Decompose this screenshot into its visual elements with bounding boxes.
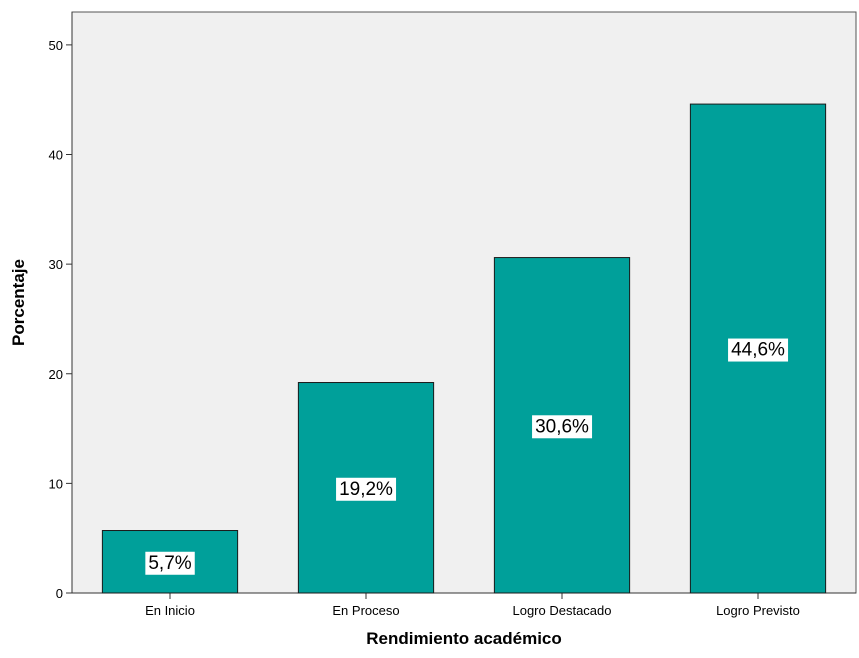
x-tick-label: En Inicio xyxy=(145,603,195,618)
x-tick-label: Logro Previsto xyxy=(716,603,800,618)
data-label-box xyxy=(336,477,397,501)
y-tick-label: 30 xyxy=(49,257,63,272)
x-axis: En Inicio En Proceso Logro Destacado Logro … xyxy=(72,592,856,618)
data-label-group: 44,6% xyxy=(728,338,789,362)
y-axis-title: Porcentaje xyxy=(9,259,28,346)
y-axis: 0 10 20 30 40 50 xyxy=(49,12,73,601)
data-labels: 5,7% 19,2% 30,6% 44,6% xyxy=(145,338,789,575)
data-label: 19,2% xyxy=(339,479,393,500)
x-axis-title: Rendimiento académico xyxy=(366,629,562,648)
data-label: 44,6% xyxy=(731,340,785,361)
bar xyxy=(297,382,435,594)
data-label-group: 30,6% xyxy=(532,415,593,439)
y-tick-label: 20 xyxy=(49,367,63,382)
data-label: 5,7% xyxy=(148,553,191,574)
data-label-box xyxy=(532,415,593,439)
data-label-box xyxy=(728,338,789,362)
y-tick-label: 10 xyxy=(49,476,63,491)
data-label-group: 19,2% xyxy=(336,477,397,501)
data-label-box xyxy=(145,551,195,575)
y-tick-label: 50 xyxy=(49,38,63,53)
data-label-group: 5,7% xyxy=(145,551,195,575)
y-tick-label: 0 xyxy=(56,586,63,601)
data-label: 30,6% xyxy=(535,416,589,437)
x-tick-label: En Proceso xyxy=(332,603,399,618)
x-tick-label: Logro Destacado xyxy=(512,603,611,618)
y-tick-label: 40 xyxy=(49,148,63,163)
